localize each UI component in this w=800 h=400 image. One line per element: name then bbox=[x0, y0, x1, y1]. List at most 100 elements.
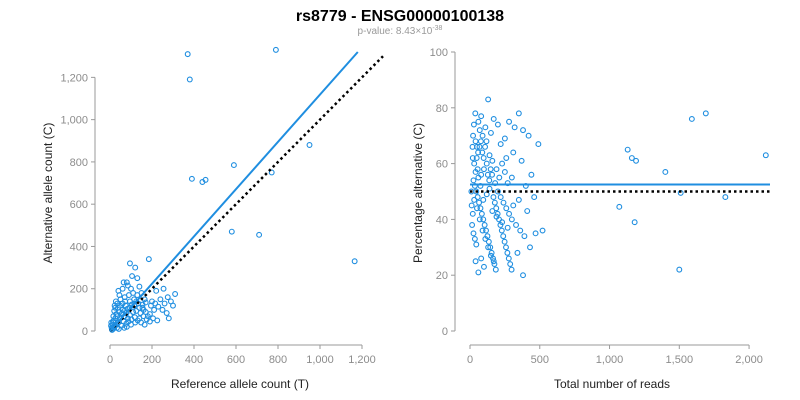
left-data-point bbox=[160, 285, 167, 292]
left-data-point bbox=[146, 311, 153, 318]
right-data-point bbox=[494, 210, 501, 217]
right-data-point bbox=[490, 194, 497, 201]
right-data-point bbox=[662, 169, 669, 175]
right-data-point bbox=[471, 182, 478, 189]
left-data-point bbox=[186, 76, 193, 83]
right-data-point bbox=[470, 132, 477, 139]
right-data-point bbox=[485, 238, 492, 245]
right-x-tick-label: 1,500 bbox=[666, 354, 694, 366]
right-data-point bbox=[489, 208, 496, 214]
left-data-point bbox=[202, 176, 209, 183]
right-data-point bbox=[482, 143, 489, 150]
left-data-point bbox=[134, 275, 141, 282]
right-data-point bbox=[496, 174, 503, 181]
right-data-point bbox=[520, 272, 526, 279]
right-data-point bbox=[504, 224, 511, 231]
right-data-point bbox=[688, 116, 695, 122]
left-data-point bbox=[131, 314, 138, 321]
right-data-point bbox=[483, 227, 489, 234]
right-data-point bbox=[479, 227, 486, 234]
right-data-point bbox=[535, 141, 542, 148]
left-data-point bbox=[351, 258, 358, 265]
right-data-point bbox=[480, 196, 487, 203]
left-data-point bbox=[137, 310, 144, 316]
right-data-point bbox=[470, 230, 477, 237]
left-y-tick-label: 1,000 bbox=[60, 115, 88, 127]
right-data-point bbox=[524, 208, 531, 214]
left-y-tick-label: 1,200 bbox=[60, 72, 88, 84]
right-data-point bbox=[702, 110, 709, 117]
left-data-point bbox=[159, 306, 166, 313]
right-data-point bbox=[483, 160, 490, 167]
right-y-axis-label: Percentage alternative (C) bbox=[411, 123, 425, 263]
right-data-point bbox=[515, 110, 522, 117]
right-data-point bbox=[616, 203, 623, 210]
right-data-point bbox=[504, 249, 511, 256]
right-data-point bbox=[532, 230, 539, 237]
right-x-tick-label: 1,000 bbox=[596, 354, 624, 366]
right-data-point bbox=[469, 210, 476, 217]
right-data-point bbox=[490, 258, 497, 265]
right-data-point bbox=[515, 196, 522, 203]
right-data-point bbox=[472, 138, 479, 145]
left-data-point bbox=[122, 298, 129, 305]
right-data-point bbox=[499, 160, 506, 167]
left-data-point bbox=[163, 310, 170, 316]
right-data-point bbox=[475, 174, 482, 181]
right-y-tick-label: 20 bbox=[436, 270, 448, 282]
left-data-point bbox=[116, 292, 123, 299]
right-data-point bbox=[477, 138, 484, 145]
right-x-axis: 0 500 1,000 1,500 2,000 bbox=[467, 344, 763, 366]
left-x-tick-label: 800 bbox=[269, 354, 287, 366]
right-data-point bbox=[510, 202, 517, 209]
right-x-tick-label: 0 bbox=[467, 354, 473, 366]
right-data-point bbox=[477, 205, 484, 212]
left-data-point bbox=[256, 231, 263, 238]
right-data-point bbox=[486, 185, 493, 192]
left-data-point bbox=[133, 298, 140, 305]
right-data-point bbox=[476, 143, 483, 150]
right-data-point bbox=[483, 138, 490, 145]
left-data-point bbox=[117, 302, 124, 309]
right-data-point bbox=[471, 235, 478, 242]
right-data-point bbox=[479, 132, 486, 139]
chart-subtitle: p-value: 8.43×10-38 bbox=[358, 25, 443, 37]
left-y-tick-label: 400 bbox=[70, 241, 88, 253]
left-data-point bbox=[124, 282, 131, 289]
right-data-point bbox=[506, 118, 513, 125]
right-data-point bbox=[528, 171, 535, 178]
right-data-point bbox=[490, 116, 497, 122]
right-data-point bbox=[468, 188, 475, 195]
right-data-point bbox=[497, 141, 504, 148]
right-data-point bbox=[480, 216, 487, 223]
right-data-point bbox=[468, 202, 475, 209]
right-y-tick-label: 40 bbox=[436, 214, 448, 226]
right-data-point bbox=[517, 227, 524, 234]
left-x-tick-label: 1,200 bbox=[348, 354, 376, 366]
left-data-point bbox=[120, 279, 127, 286]
right-data-point bbox=[484, 171, 491, 178]
right-data-point bbox=[488, 249, 495, 256]
left-y-axis-label: Alternative allele count (C) bbox=[41, 123, 55, 264]
right-data-point bbox=[487, 166, 494, 173]
right-data-point bbox=[501, 169, 508, 175]
right-data-point bbox=[525, 132, 532, 139]
right-data-point bbox=[492, 180, 499, 187]
right-data-point bbox=[478, 210, 485, 217]
right-data-point bbox=[628, 155, 635, 161]
right-data-point bbox=[474, 166, 481, 173]
right-data-point bbox=[477, 182, 484, 189]
right-data-point bbox=[506, 210, 513, 217]
left-data-point bbox=[164, 294, 171, 301]
left-data-point bbox=[129, 273, 136, 279]
left-data-point bbox=[230, 162, 237, 169]
right-data-point bbox=[475, 269, 482, 276]
right-data-point bbox=[469, 222, 476, 228]
right-data-point bbox=[487, 252, 494, 259]
left-data-point bbox=[228, 228, 235, 235]
right-x-axis-label: Total number of reads bbox=[554, 377, 670, 391]
left-data-point bbox=[145, 256, 152, 263]
right-data-point bbox=[508, 174, 515, 181]
left-data-point bbox=[126, 260, 133, 267]
